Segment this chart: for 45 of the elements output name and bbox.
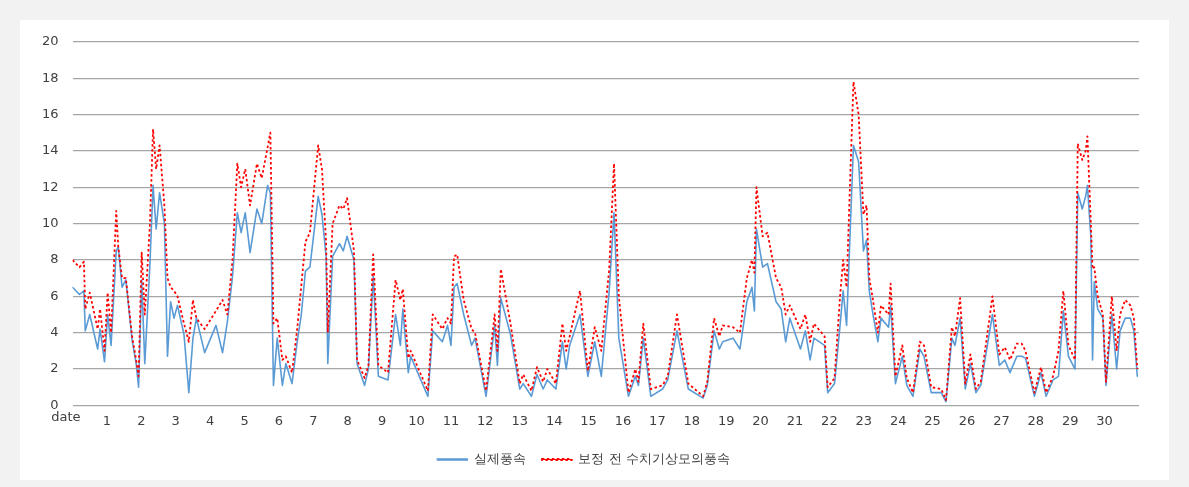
x-tick-label: 23 [855,412,873,428]
y-tick-label: 8 [50,251,59,267]
y-tick-label: 12 [42,178,59,194]
x-tick-label: 11 [442,412,460,428]
x-tick-label: 25 [924,412,941,428]
x-tick-label: 13 [511,412,529,428]
y-tick-label: 0 [50,396,59,412]
y-tick-label: 14 [42,142,59,158]
y-tick-label: 4 [50,324,59,340]
y-tick-label: 16 [42,105,59,121]
x-tick-label: 24 [889,412,907,428]
x-tick-label: 27 [993,412,1010,428]
y-tick-label: 10 [42,214,59,230]
y-tick-label: 18 [42,69,59,85]
x-axis-title: date [51,409,81,425]
x-tick-label: 3 [171,412,180,428]
x-tick-label: 21 [786,412,804,428]
x-tick-label: 20 [752,412,769,428]
line-series [72,80,1139,401]
x-tick-label: 2 [137,412,146,428]
x-tick-label: 6 [274,412,284,428]
x-tick-label: 8 [343,412,352,428]
legend-label: 실제풍속 [473,450,526,466]
x-tick-label: 10 [408,412,425,428]
x-tick-label: 22 [821,412,838,428]
x-tick-label: 9 [378,412,387,428]
x-tick-label: 17 [649,412,666,428]
x-tick-label: 28 [1027,412,1045,428]
x-tick-label: 5 [240,412,249,428]
x-tick-label: 7 [309,412,318,428]
x-tick-label: 4 [206,412,215,428]
legend-label: 보정 전 수치기상모의풍속 [578,450,730,466]
y-tick-label: 20 [42,33,59,49]
x-tick-label: 18 [683,412,701,428]
x-tick-label: 14 [545,412,563,428]
x-tick-label: 15 [580,412,597,428]
x-tick-label: 16 [614,412,632,428]
x-tick-label: 19 [717,412,735,428]
x-tick-label: 1 [102,412,112,428]
y-tick-label: 6 [50,287,59,303]
x-tick-label: 30 [1096,412,1113,428]
x-tick-label: 26 [958,412,976,428]
x-tick-label: 29 [1061,412,1079,428]
y-tick-label: 2 [50,360,59,376]
x-tick-label: 12 [477,412,494,428]
